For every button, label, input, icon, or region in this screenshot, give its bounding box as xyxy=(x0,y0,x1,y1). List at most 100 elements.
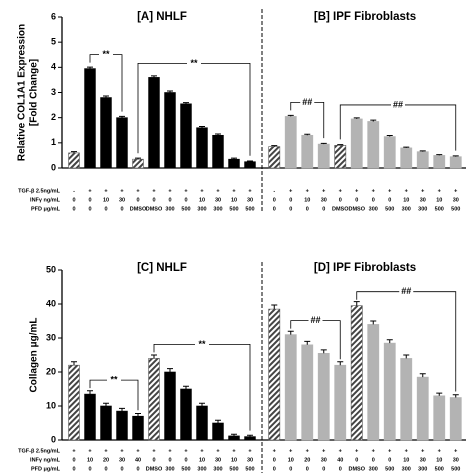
row-value: DMSO xyxy=(146,206,163,212)
bar xyxy=(148,77,160,169)
row-value: + xyxy=(120,188,123,194)
panel-title: [D] IPF Fibroblasts xyxy=(314,262,416,274)
bar xyxy=(148,358,160,441)
row-value: DMSO xyxy=(349,206,366,212)
row-value: 500 xyxy=(435,206,444,212)
row-value: 0 xyxy=(168,197,171,203)
bar xyxy=(212,422,224,441)
error-bar xyxy=(353,301,360,306)
bar xyxy=(116,410,128,441)
bar xyxy=(449,397,462,441)
y-tick-label: 6 xyxy=(51,11,56,21)
row-value: 30 xyxy=(420,197,426,203)
row-value: 30 xyxy=(247,197,253,203)
bar xyxy=(68,152,80,169)
error-bar xyxy=(87,390,93,395)
row-value: 300 xyxy=(369,466,378,472)
row-value: + xyxy=(289,448,292,454)
y-tick-label: 20 xyxy=(46,366,56,376)
row-value: 0 xyxy=(184,457,187,463)
row-value: + xyxy=(438,188,441,194)
error-bar xyxy=(215,133,221,136)
error-bar xyxy=(370,320,377,325)
annotation-bg xyxy=(107,375,121,386)
row-value: 0 xyxy=(88,466,91,472)
error-bar xyxy=(231,157,237,160)
bar xyxy=(132,415,144,441)
bar xyxy=(383,342,396,441)
bar xyxy=(367,324,380,441)
y-tick-label: 2 xyxy=(51,112,56,122)
annotation-bg xyxy=(187,58,201,69)
row-value: 300 xyxy=(213,466,222,472)
error-bar xyxy=(419,373,426,378)
row-value: 0 xyxy=(120,466,123,472)
row-value: 0 xyxy=(273,466,276,472)
row-value: + xyxy=(339,188,342,194)
bar xyxy=(433,155,446,169)
row-value: 500 xyxy=(181,466,190,472)
error-bar xyxy=(215,419,221,423)
error-bar xyxy=(71,361,77,366)
row-value: 0 xyxy=(168,457,171,463)
row-value: 500 xyxy=(435,466,444,472)
row-value: + xyxy=(322,448,325,454)
row-value: + xyxy=(306,188,309,194)
bar xyxy=(84,68,96,169)
panel-title: [B] IPF Fibroblasts xyxy=(314,11,416,23)
row-value: 0 xyxy=(136,466,139,472)
bar xyxy=(244,436,256,441)
bar xyxy=(334,364,347,441)
row-value: 300 xyxy=(402,466,411,472)
row-value: 0 xyxy=(184,197,187,203)
error-bar xyxy=(151,75,157,78)
row-value: + xyxy=(72,448,75,454)
error-bar xyxy=(71,151,77,153)
row-value: 30 xyxy=(453,197,459,203)
row-value: + xyxy=(388,448,391,454)
row-value: + xyxy=(184,448,187,454)
row-value: 0 xyxy=(372,457,375,463)
error-bar xyxy=(419,150,426,152)
error-bar xyxy=(436,154,443,156)
row-label: INFγ ng/mL xyxy=(30,457,61,463)
row-value: 0 xyxy=(339,197,342,203)
row-value: 0 xyxy=(388,457,391,463)
row-value: 10 xyxy=(403,457,409,463)
y-axis-label: Relative COL1A1 Expression xyxy=(17,24,28,161)
error-bar xyxy=(167,90,173,93)
annotation-bg xyxy=(391,99,405,110)
row-value: + xyxy=(216,188,219,194)
row-value: 40 xyxy=(337,457,343,463)
row-label: TGF-β 2.5ng/mL xyxy=(18,448,60,454)
row-label: TGF-β 2.5ng/mL xyxy=(18,188,60,194)
error-bar xyxy=(199,402,205,406)
row-value: DMSO xyxy=(332,206,349,212)
row-value: + xyxy=(200,448,203,454)
row-value: 500 xyxy=(385,466,394,472)
row-value: 0 xyxy=(273,197,276,203)
row-value: 10 xyxy=(304,197,310,203)
row-value: + xyxy=(136,448,139,454)
row-value: + xyxy=(104,448,107,454)
row-value: + xyxy=(152,188,155,194)
row-value: 0 xyxy=(72,457,75,463)
error-bar xyxy=(353,117,360,119)
error-bar xyxy=(199,125,205,128)
row-value: 0 xyxy=(339,466,342,472)
row-value: + xyxy=(454,448,457,454)
row-value: + xyxy=(104,188,107,194)
row-value: 300 xyxy=(402,206,411,212)
bar xyxy=(301,344,314,441)
row-value: 30 xyxy=(119,197,125,203)
row-value: DMSO xyxy=(130,206,147,212)
row-value: 500 xyxy=(229,466,238,472)
row-value: 20 xyxy=(304,457,310,463)
bracket xyxy=(290,320,341,360)
y-tick-label: 30 xyxy=(46,332,56,342)
row-value: + xyxy=(355,188,358,194)
row-value: + xyxy=(216,448,219,454)
error-bar xyxy=(304,340,311,345)
y-tick-label: 0 xyxy=(51,434,56,444)
